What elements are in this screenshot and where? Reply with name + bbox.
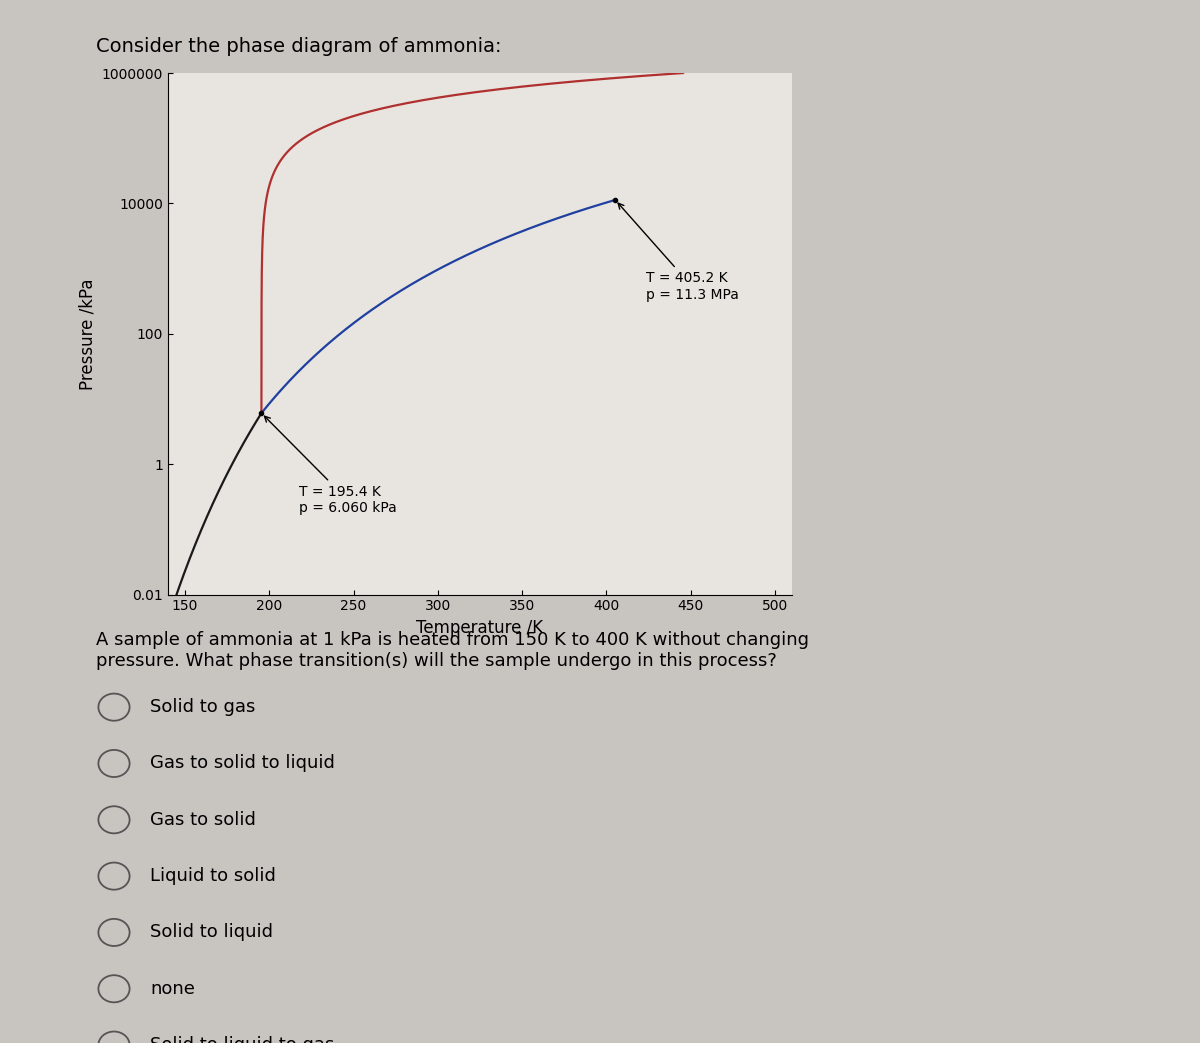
Text: T = 195.4 K
p = 6.060 kPa: T = 195.4 K p = 6.060 kPa bbox=[264, 416, 396, 515]
Text: Liquid to solid: Liquid to solid bbox=[150, 867, 276, 886]
Text: Gas to solid: Gas to solid bbox=[150, 810, 256, 829]
X-axis label: Temperature /K: Temperature /K bbox=[416, 618, 544, 637]
Text: Solid to gas: Solid to gas bbox=[150, 698, 256, 717]
Text: none: none bbox=[150, 979, 194, 998]
Text: Solid to liquid to gas: Solid to liquid to gas bbox=[150, 1036, 335, 1043]
Text: T = 405.2 K
p = 11.3 MPa: T = 405.2 K p = 11.3 MPa bbox=[618, 203, 738, 301]
Text: A sample of ammonia at 1 kPa is heated from 150 K to 400 K without changing
pres: A sample of ammonia at 1 kPa is heated f… bbox=[96, 631, 809, 670]
Text: Solid to liquid: Solid to liquid bbox=[150, 923, 274, 942]
Y-axis label: Pressure /kPa: Pressure /kPa bbox=[78, 278, 96, 389]
Text: Gas to solid to liquid: Gas to solid to liquid bbox=[150, 754, 335, 773]
Text: Consider the phase diagram of ammonia:: Consider the phase diagram of ammonia: bbox=[96, 37, 502, 55]
